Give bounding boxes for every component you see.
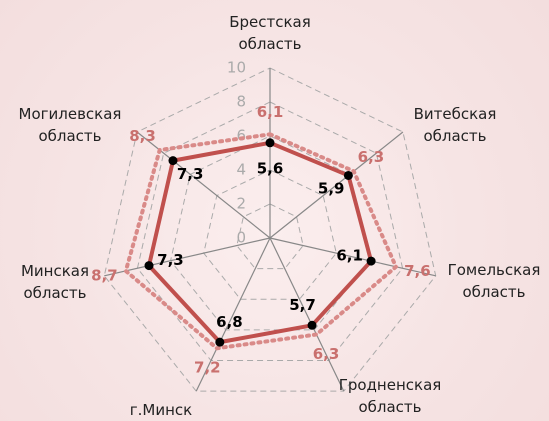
data-label: 7,2 <box>194 359 221 377</box>
r-tick-label: 8 <box>236 93 246 111</box>
point <box>266 138 275 147</box>
category-label: Витебская область <box>395 103 515 147</box>
point <box>215 338 224 347</box>
point <box>344 171 353 180</box>
r-tick-label: 6 <box>236 127 246 145</box>
data-label: 8,3 <box>129 127 156 145</box>
point <box>145 261 154 270</box>
data-label: 7,3 <box>177 165 204 183</box>
category-label: Гомельская область <box>434 259 549 303</box>
category-label: Могилевская область <box>10 103 130 147</box>
category-label: г.Минск <box>61 399 261 421</box>
data-label: 6,3 <box>313 345 340 363</box>
chart-canvas: 0 2 4 6 8 10 5,6 5,9 6,1 5,7 6,8 7,3 7,3 6,1 6,3 7,6 6,3… <box>0 0 549 421</box>
data-label: 7,3 <box>157 251 184 269</box>
data-label: 5,7 <box>289 296 316 314</box>
point <box>367 257 376 266</box>
data-label: 6,8 <box>216 313 243 331</box>
data-label: 6,1 <box>257 103 284 121</box>
category-label: Минская область <box>0 260 115 304</box>
category-label: Брестская область <box>210 11 330 55</box>
point <box>168 156 177 165</box>
r-tick-label: 4 <box>236 161 246 179</box>
chart: 0 2 4 6 8 10 5,6 5,9 6,1 5,7 6,8 7,3 7,3 6,1 6,3 7,6 6,3… <box>0 0 549 421</box>
data-label: 6,3 <box>358 148 385 166</box>
data-label: 5,6 <box>257 159 284 177</box>
data-label: 6,1 <box>336 247 363 265</box>
data-label: 5,9 <box>318 180 345 198</box>
r-tick-label: 2 <box>236 195 246 213</box>
data-label: 7,6 <box>404 262 431 280</box>
r-tick-label: 0 <box>236 229 246 247</box>
r-tick-label: 10 <box>227 59 246 77</box>
axis-line <box>270 238 344 391</box>
point <box>308 321 317 330</box>
category-label: Гродненская область <box>330 374 450 418</box>
